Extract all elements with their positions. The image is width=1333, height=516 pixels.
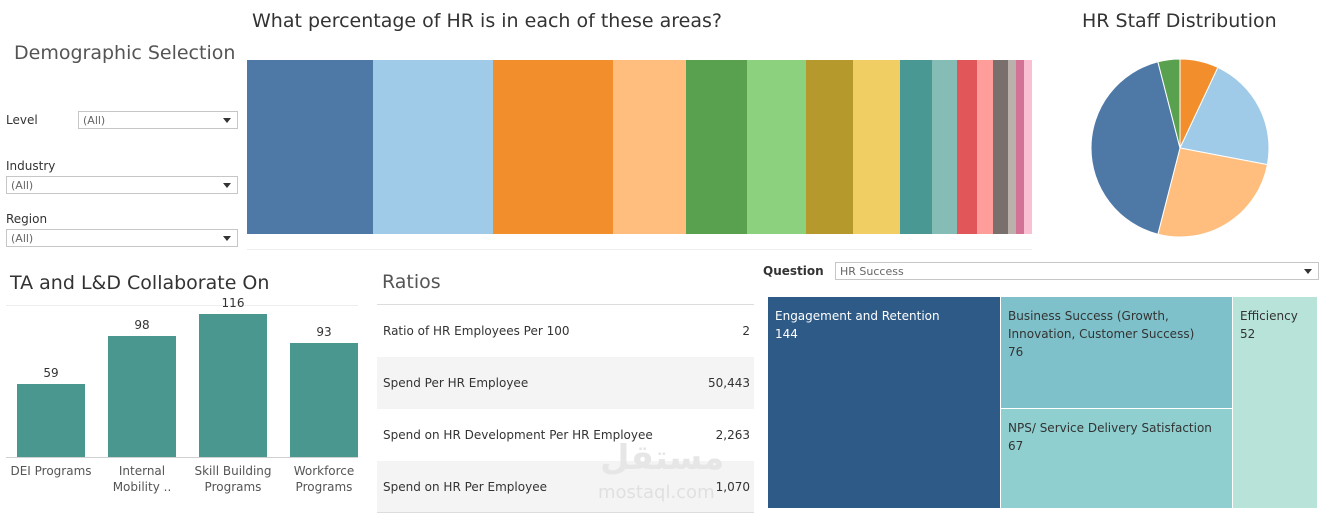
ratio-value: 1,070 <box>715 480 750 494</box>
stacked-segment-7[interactable] <box>805 60 853 234</box>
bar-category-label: Workforce Programs <box>293 464 355 494</box>
stacked-segment-12[interactable] <box>976 60 993 234</box>
stacked-segment-4[interactable] <box>612 60 686 234</box>
stacked-segment-13[interactable] <box>992 60 1008 234</box>
region-label: Region <box>6 212 48 226</box>
tile-label: Business Success (Growth, Innovation, Cu… <box>1008 309 1195 341</box>
ratios-title: Ratios <box>382 271 441 293</box>
chevron-down-icon <box>223 236 231 241</box>
bar-value-label: 59 <box>43 366 59 381</box>
ratio-value: 2,263 <box>715 428 750 442</box>
ratio-row: Spend Per HR Employee 50,443 <box>377 357 754 409</box>
ratio-label: Spend Per HR Employee <box>383 376 529 390</box>
question-dropdown[interactable]: HR Success <box>835 262 1319 280</box>
ratio-value: 50,443 <box>708 376 750 390</box>
tile-value: 67 <box>1008 439 1024 453</box>
industry-dropdown-value: (All) <box>11 179 34 192</box>
chevron-down-icon <box>1304 269 1312 274</box>
stacked-segment-14[interactable] <box>1007 60 1017 234</box>
bar[interactable] <box>17 384 85 457</box>
stacked-segment-3[interactable] <box>492 60 613 234</box>
region-dropdown[interactable]: (All) <box>6 229 238 247</box>
level-label: Level <box>6 113 38 127</box>
ratio-row: Ratio of HR Employees Per 100 2 <box>377 305 754 357</box>
stacked-segment-16[interactable] <box>1024 60 1032 234</box>
watermark-logo: مستقل <box>600 438 725 478</box>
demographic-title: Demographic Selection <box>14 42 236 64</box>
treemap-tile-efficiency[interactable]: Efficiency 52 <box>1233 297 1317 508</box>
stacked-chart-frame <box>247 249 1032 250</box>
chevron-down-icon <box>223 183 231 188</box>
bar[interactable] <box>108 336 176 457</box>
pie-chart-title: HR Staff Distribution <box>1082 10 1277 32</box>
stacked-segment-2[interactable] <box>372 60 493 234</box>
treemap-tile-business-success[interactable]: Business Success (Growth, Innovation, Cu… <box>1001 297 1232 408</box>
stacked-segment-5[interactable] <box>685 60 747 234</box>
pie-slice-3[interactable] <box>1157 147 1269 238</box>
bar-category-label: DEI Programs <box>10 464 92 478</box>
ratio-label: Spend on HR Development Per HR Employee <box>383 428 653 442</box>
bar-chart-baseline <box>6 457 358 458</box>
industry-label: Industry <box>6 159 56 173</box>
tile-label: Engagement and Retention <box>775 309 940 323</box>
stacked-bar-chart <box>247 60 1032 234</box>
treemap-tile-nps[interactable]: NPS/ Service Delivery Satisfaction 67 <box>1001 409 1232 508</box>
pie-slice-5[interactable] <box>1157 58 1181 149</box>
question-label: Question <box>763 264 824 278</box>
stacked-segment-8[interactable] <box>852 60 901 234</box>
watermark-url: mostaql.com <box>598 482 715 503</box>
ratio-label: Ratio of HR Employees Per 100 <box>383 324 570 338</box>
bar-value-label: 98 <box>134 318 150 333</box>
ratio-value: 2 <box>742 324 750 338</box>
pie-slice-4[interactable] <box>1090 61 1181 235</box>
bar-category-label: Skill Building Programs <box>194 464 272 494</box>
tile-label: NPS/ Service Delivery Satisfaction <box>1008 421 1212 435</box>
level-dropdown-value: (All) <box>83 114 106 127</box>
tile-value: 52 <box>1240 327 1256 341</box>
treemap-tile-engagement[interactable]: Engagement and Retention 144 <box>768 297 1000 508</box>
pie-chart <box>1090 58 1270 238</box>
chevron-down-icon <box>223 118 231 123</box>
industry-dropdown[interactable]: (All) <box>6 176 238 194</box>
ratio-row: Spend on HR Per Employee 1,070 <box>377 461 754 513</box>
divider <box>6 305 358 306</box>
stacked-segment-6[interactable] <box>747 60 806 234</box>
bar-value-label: 116 <box>221 296 245 311</box>
ratios-bottom-line <box>377 512 754 513</box>
stacked-chart-title: What percentage of HR is in each of thes… <box>252 10 722 32</box>
tile-value: 76 <box>1008 345 1024 359</box>
ratio-label: Spend on HR Per Employee <box>383 480 547 494</box>
region-dropdown-value: (All) <box>11 232 34 245</box>
bar[interactable] <box>290 342 358 457</box>
tile-label: Efficiency <box>1240 309 1298 323</box>
bar-category-label: Internal Mobility .. <box>112 464 172 494</box>
level-dropdown[interactable]: (All) <box>78 111 238 129</box>
bar-value-label: 93 <box>316 324 332 339</box>
ratios-divider <box>377 304 754 305</box>
stacked-segment-1[interactable] <box>247 60 373 234</box>
tile-value: 144 <box>775 327 798 341</box>
stacked-segment-10[interactable] <box>932 60 958 234</box>
stacked-segment-11[interactable] <box>957 60 977 234</box>
stacked-segment-9[interactable] <box>900 60 933 234</box>
ratio-row: Spend on HR Development Per HR Employee 2… <box>377 409 754 461</box>
question-dropdown-value: HR Success <box>840 265 904 278</box>
stacked-segment-15[interactable] <box>1016 60 1025 234</box>
pie-slice-2[interactable] <box>1179 66 1270 166</box>
bar-chart-title: TA and L&D Collaborate On <box>10 272 270 294</box>
bar[interactable] <box>199 314 267 457</box>
